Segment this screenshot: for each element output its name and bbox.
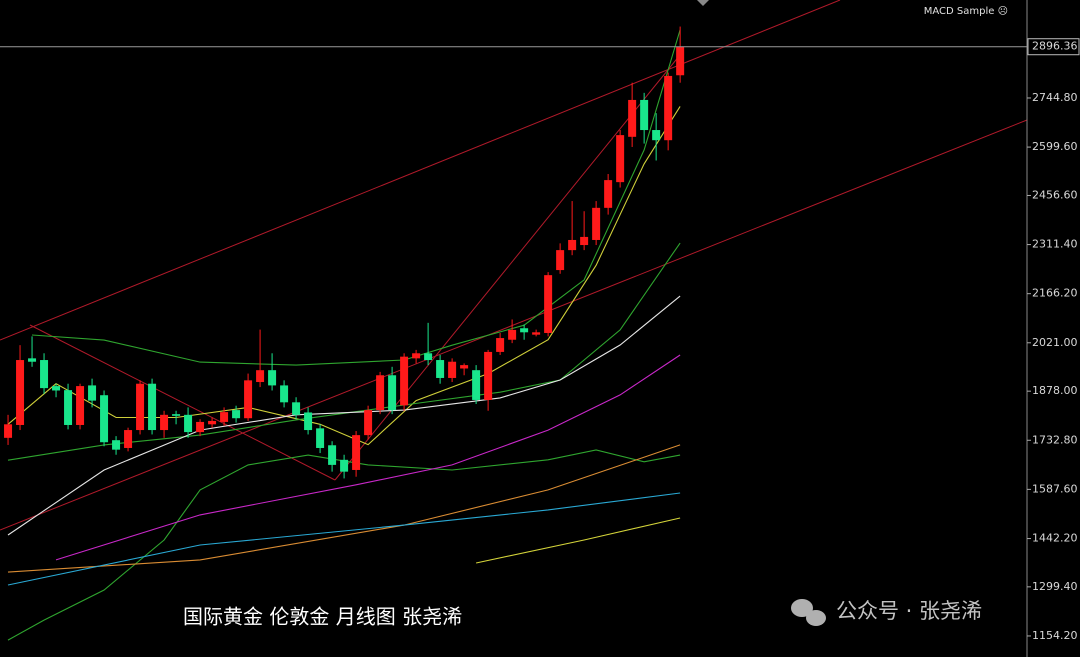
channel-upper — [0, 0, 841, 341]
candle-body — [160, 414, 169, 431]
y-tick-label: 2311.40 — [1032, 238, 1078, 251]
candle-body — [580, 236, 589, 246]
channel-lower — [0, 119, 1028, 531]
candle-body — [28, 358, 37, 362]
y-tick-label: 2456.60 — [1032, 188, 1078, 201]
candle-body — [52, 386, 61, 391]
candle-body — [148, 383, 157, 431]
candle-body — [376, 375, 385, 411]
candle-body — [388, 375, 397, 411]
indicator-label: MACD Sample ☹ — [924, 6, 1008, 17]
candle-body — [100, 395, 109, 443]
y-tick-label: 1732.80 — [1032, 433, 1078, 446]
candle-body — [136, 383, 145, 431]
y-tick-label: 2744.80 — [1032, 91, 1078, 104]
candle-body — [76, 386, 85, 425]
trend-down — [29, 324, 336, 481]
candle-body — [364, 410, 373, 436]
candles — [4, 26, 685, 479]
candle-body — [304, 412, 313, 431]
candle-body — [268, 370, 277, 386]
y-tick-label: 2599.60 — [1032, 140, 1078, 153]
candle-body — [340, 459, 349, 472]
watermark-icon — [791, 599, 826, 626]
candle-body — [436, 360, 445, 378]
candle-body — [508, 329, 517, 340]
candle-body — [556, 250, 565, 271]
candle-body — [484, 351, 493, 400]
candle-body — [604, 180, 613, 208]
candle-body — [196, 421, 205, 433]
candle-body — [316, 428, 325, 448]
candle-body — [208, 420, 217, 425]
candle-body — [292, 402, 301, 415]
candle-body — [172, 414, 181, 416]
candle-body — [280, 385, 289, 403]
candle-body — [640, 99, 649, 131]
candle-body — [4, 424, 13, 438]
candle-body — [400, 356, 409, 406]
last-price-box — [1027, 38, 1080, 56]
y-tick-label: 1154.20 — [1032, 629, 1078, 642]
candle-body — [16, 360, 25, 425]
caption: 国际黄金 伦敦金 月线图 张尧浠 — [183, 605, 462, 629]
candle-body — [628, 99, 637, 137]
candle-body — [184, 414, 193, 433]
candle-body — [676, 46, 685, 76]
y-tick-label: 2166.20 — [1032, 287, 1078, 300]
candle-body — [652, 130, 661, 141]
candle-body — [244, 380, 253, 419]
candle-body — [568, 239, 577, 251]
candle-body — [424, 353, 433, 361]
candle-body — [448, 361, 457, 378]
overlay-line — [55, 354, 681, 561]
candle-body — [616, 135, 625, 183]
candle-body — [64, 390, 73, 425]
candle-body — [544, 275, 553, 333]
candle-body — [232, 410, 241, 419]
y-tick-label: 1878.00 — [1032, 384, 1078, 397]
candle-body — [88, 385, 97, 401]
candle-body — [124, 430, 133, 448]
y-tick-label: 1587.60 — [1032, 482, 1078, 495]
y-tick-label: 1299.40 — [1032, 580, 1078, 593]
overlay-line — [475, 517, 681, 564]
candle-body — [328, 445, 337, 465]
candle-body — [40, 360, 49, 389]
candle-body — [592, 207, 601, 240]
candle-body — [220, 412, 229, 422]
candle-body — [520, 328, 529, 333]
candle-body — [664, 75, 673, 141]
candle-body — [472, 370, 481, 400]
candle-body — [496, 338, 505, 352]
candle-body — [460, 365, 469, 369]
candle-body — [532, 332, 541, 335]
shift-marker — [697, 0, 709, 6]
watermark: 公众号 · 张尧浠 — [836, 599, 982, 623]
candle-body — [112, 440, 121, 450]
y-tick-label: 1442.20 — [1032, 532, 1078, 545]
price-axis: 2744.80 2599.60 2456.60 2311.40 2166.20 2021.… — [1027, 38, 1080, 642]
overlay-line — [7, 449, 681, 641]
candle-body — [412, 353, 421, 359]
overlay-line — [7, 492, 681, 586]
last-price-label: 2896.36 — [1032, 40, 1078, 53]
candle-body — [352, 435, 361, 470]
overlay-line — [7, 106, 681, 446]
y-tick-label: 2021.00 — [1032, 336, 1078, 349]
candle-body — [256, 370, 265, 383]
